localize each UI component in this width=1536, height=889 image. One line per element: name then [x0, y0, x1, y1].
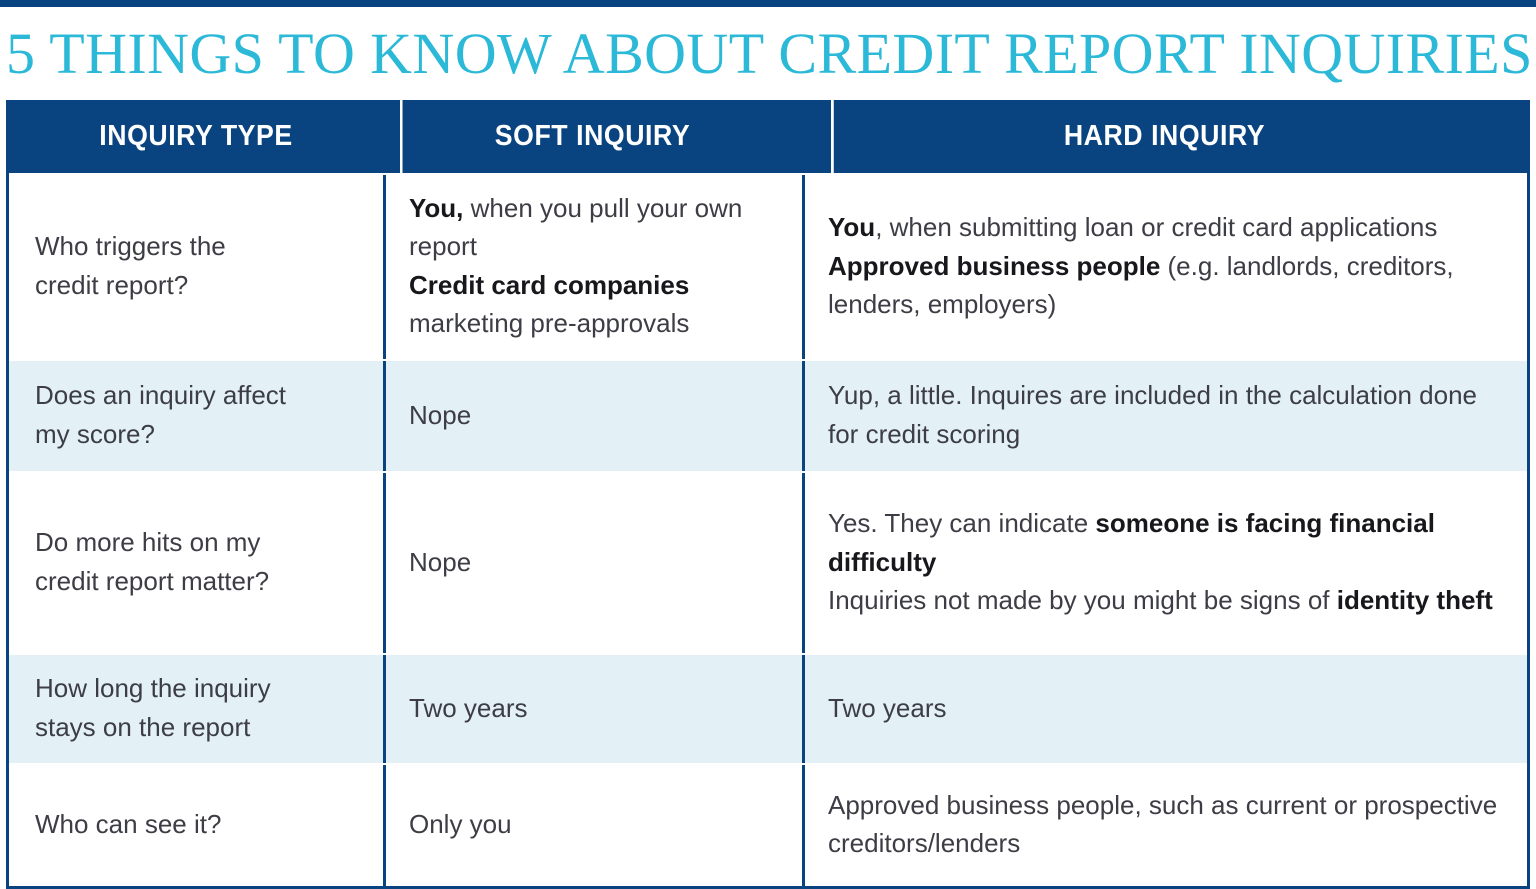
cell-line: Two years	[409, 689, 780, 727]
inquiry-question: Who triggers the credit report?	[35, 231, 226, 300]
inquiry-comparison-table: INQUIRY TYPE SOFT INQUIRY HARD INQUIRY W…	[9, 100, 1527, 886]
cell-line: You, when you pull your own report	[409, 189, 780, 266]
cell-inquiry-type: Who triggers the credit report?	[9, 173, 383, 360]
cell-inquiry-type: Who can see it?	[9, 762, 383, 886]
table-row: Does an inquiry affect my score? Nope Yup, …	[9, 358, 1527, 472]
body-text: (e.g. landlords, creditors, lenders, emp…	[828, 250, 1454, 320]
inquiry-comparison-table-container: INQUIRY TYPE SOFT INQUIRY HARD INQUIRY W…	[6, 100, 1530, 889]
cell-inquiry-type: Do more hits on my credit report matter?	[9, 470, 383, 654]
body-text: Nope	[409, 399, 472, 430]
cell-hard-inquiry: Approved business people, such as curren…	[802, 762, 1527, 886]
emphasis-text: You,	[409, 193, 464, 223]
table-row: Who can see it? Only you Approved business…	[9, 762, 1527, 886]
body-text: Two years	[828, 692, 947, 723]
body-text: Inquiries not made by you might be signs…	[828, 585, 1337, 616]
body-text: Only you	[409, 809, 512, 840]
title-container: 5 THINGS TO KNOW ABOUT CREDIT REPORT INQ…	[0, 7, 1536, 100]
cell-line: Two years	[828, 689, 1505, 727]
cell-line: marketing pre-approvals	[409, 304, 780, 342]
table-row: How long the inquiry stays on the report T…	[9, 652, 1527, 764]
emphasis-text: You	[828, 212, 876, 243]
column-header-hard-inquiry: HARD INQUIRY	[831, 100, 1498, 174]
cell-line: Approved business people (e.g. landlords…	[828, 247, 1505, 324]
cell-hard-inquiry: You, when submitting loan or credit card…	[802, 173, 1527, 360]
table-header-row: INQUIRY TYPE SOFT INQUIRY HARD INQUIRY	[9, 100, 1527, 174]
inquiry-question: Does an inquiry affect my score?	[35, 380, 286, 449]
cell-inquiry-type: How long the inquiry stays on the report	[9, 652, 383, 764]
body-text: Two years	[409, 692, 528, 723]
cell-soft-inquiry: Only you	[383, 762, 802, 886]
column-header-soft-inquiry: SOFT INQUIRY	[400, 100, 785, 174]
inquiry-question: How long the inquiry stays on the report	[35, 673, 271, 742]
cell-line: Approved business people, such as curren…	[828, 786, 1505, 863]
body-text: Approved business people, such as curren…	[828, 789, 1498, 859]
body-text: marketing pre-approvals	[409, 308, 690, 339]
table-row: Who triggers the credit report? You, when …	[9, 173, 1527, 360]
cell-soft-inquiry: You, when you pull your own report Credit…	[383, 173, 802, 360]
cell-soft-inquiry: Nope	[383, 358, 802, 472]
body-text: when you pull your own report	[409, 193, 743, 262]
column-header-inquiry-type: INQUIRY TYPE	[99, 120, 293, 152]
cell-line: You, when submitting loan or credit card…	[828, 208, 1505, 246]
emphasis-text: someone is facing financial difficulty	[828, 508, 1435, 577]
cell-hard-inquiry: Yup, a little. Inquires are included in …	[802, 358, 1527, 472]
emphasis-text: Credit card companies	[409, 269, 690, 300]
cell-line: Yes. They can indicate someone is facing…	[828, 504, 1505, 581]
page-title: 5 THINGS TO KNOW ABOUT CREDIT REPORT INQ…	[6, 20, 1533, 86]
cell-line: Nope	[409, 543, 780, 581]
cell-hard-inquiry: Yes. They can indicate someone is facing…	[802, 470, 1527, 654]
cell-hard-inquiry: Two years	[802, 652, 1527, 764]
emphasis-text: identity theft	[1336, 585, 1493, 616]
top-accent-bar	[0, 0, 1536, 7]
cell-line: Credit card companies	[409, 266, 780, 304]
table-body: Who triggers the credit report? You, when …	[9, 173, 1527, 886]
table-header: INQUIRY TYPE SOFT INQUIRY HARD INQUIRY	[9, 100, 1527, 174]
cell-line: Only you	[409, 805, 780, 843]
cell-line: Yup, a little. Inquires are included in …	[828, 376, 1505, 453]
body-text: , when submitting loan or credit card ap…	[875, 212, 1438, 243]
inquiry-question: Do more hits on my credit report matter?	[35, 527, 270, 596]
cell-line: Inquiries not made by you might be signs…	[828, 581, 1505, 619]
cell-line: Nope	[409, 396, 780, 434]
body-text: Yup, a little. Inquires are included in …	[828, 380, 1477, 449]
body-text: Nope	[409, 546, 472, 577]
cell-soft-inquiry: Nope	[383, 470, 802, 654]
body-text: Yes. They can indicate	[828, 508, 1096, 539]
cell-inquiry-type: Does an inquiry affect my score?	[9, 358, 383, 472]
emphasis-text: Approved business people	[828, 250, 1161, 281]
table-row: Do more hits on my credit report matter? N…	[9, 470, 1527, 654]
cell-soft-inquiry: Two years	[383, 652, 802, 764]
inquiry-question: Who can see it?	[35, 809, 222, 840]
